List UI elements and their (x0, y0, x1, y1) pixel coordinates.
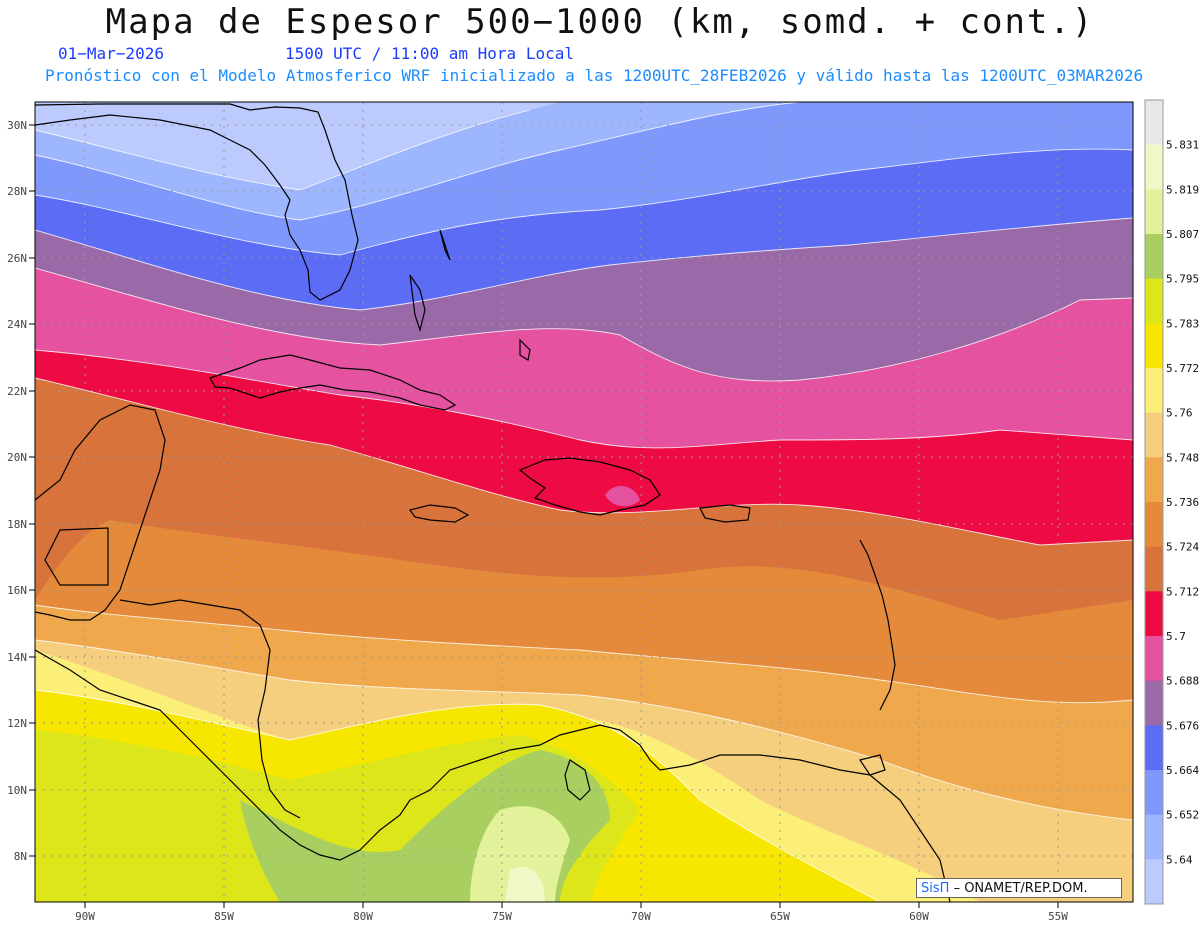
lake-maracaibo (564, 759, 591, 801)
band-hispaniola-high (605, 485, 640, 507)
colorbar-label: 5.7 (1166, 630, 1186, 643)
band-5831 (505, 866, 545, 902)
colorbar-label: 5.819 (1166, 183, 1199, 196)
colorbar-label: 5.724 (1166, 541, 1199, 554)
colorbar-swatch (1145, 234, 1163, 280)
coastlines (35, 103, 951, 902)
date-label: 01−Mar−2026 (58, 44, 164, 63)
credit-text: – ONAMET/REP.DOM. (953, 881, 1088, 896)
colorbar-border (1144, 99, 1164, 905)
lat-label: 14N (7, 651, 27, 664)
time-label: 1500 UTC / 11:00 am Hora Local (285, 44, 574, 63)
colorbar-label: 5.748 (1166, 451, 1199, 464)
colorbar-swatch (1145, 100, 1163, 146)
bahamas-2 (439, 229, 451, 261)
lat-label: 18N (7, 518, 27, 531)
lat-label: 8N (14, 850, 27, 863)
lat-label: 30N (7, 119, 27, 132)
lon-label: 65W (770, 910, 790, 923)
colorbar-swatch (1145, 323, 1163, 369)
belize-box (44, 527, 109, 586)
colorbar-label: 5.795 (1166, 273, 1199, 286)
lat-label: 22N (7, 385, 27, 398)
colorbar-swatch (1145, 770, 1163, 816)
lat-label: 12N (7, 717, 27, 730)
colorbar-swatch (1145, 546, 1163, 592)
band-5819 (470, 806, 570, 902)
lat-label: 28N (7, 185, 27, 198)
axis-ticks (29, 124, 1059, 908)
map-border (34, 101, 1134, 903)
colorbar-label: 5.772 (1166, 362, 1199, 375)
credit-box: SisΠ – ONAMET/REP.DOM. (916, 878, 1122, 898)
colorbar-swatch (1145, 278, 1163, 324)
colorbar-label: 5.76 (1166, 407, 1193, 420)
colorbar-swatch (1145, 591, 1163, 637)
forecast-info: Pronóstico con el Modelo Atmosferico WRF… (45, 66, 1144, 85)
lat-label: 24N (7, 318, 27, 331)
central-america-coast-east (119, 599, 301, 819)
lat-label: 26N (7, 252, 27, 265)
lon-labels: 90W 85W 80W 75W 70W 65W 60W 55W (75, 910, 1068, 923)
map-field (35, 102, 1133, 902)
cuba-coast (209, 354, 457, 411)
bahamas-1 (409, 274, 426, 333)
bahamas-3 (519, 338, 531, 361)
hispaniola-coast (518, 457, 661, 516)
colorbar-label: 5.736 (1166, 496, 1199, 509)
colorbar-swatch (1145, 412, 1163, 458)
lon-label: 60W (909, 910, 929, 923)
lon-label: 75W (492, 910, 512, 923)
lon-label: 90W (75, 910, 95, 923)
colorbar-swatch (1145, 859, 1163, 905)
colorbar-swatch (1145, 457, 1163, 503)
gridlines (35, 102, 1133, 902)
colorbar-label: 5.807 (1166, 228, 1199, 241)
puerto-rico-coast (699, 504, 751, 523)
colorbar-swatch (1145, 636, 1163, 682)
colorbar-label: 5.676 (1166, 719, 1199, 732)
lat-label: 10N (7, 784, 27, 797)
colorbar-label: 5.664 (1166, 764, 1199, 777)
colorbar-swatch (1145, 725, 1163, 771)
colorbar-swatch (1145, 189, 1163, 235)
south-america-coast (409, 724, 951, 902)
trinidad (859, 754, 886, 776)
map-title: Mapa de Espesor 500−1000 (km, somd. + co… (105, 2, 1095, 42)
lat-labels: 30N 28N 26N 24N 22N 20N 18N 16N 14N 12N … (7, 119, 27, 863)
colorbar-swatch (1145, 814, 1163, 860)
colorbar-swatch (1145, 144, 1163, 190)
central-america-coast (35, 649, 411, 861)
colorbar-label: 5.652 (1166, 809, 1199, 822)
colorbar-label: 5.783 (1166, 317, 1199, 330)
yucatan-coast (35, 404, 166, 621)
contour-lines (35, 102, 1133, 902)
colorbar-swatch (1145, 368, 1163, 414)
colorbar-swatch (1145, 680, 1163, 726)
lon-label: 55W (1048, 910, 1068, 923)
colorbar: 5.831 5.819 5.807 5.795 5.783 5.772 5.76 5.748 5… (1144, 99, 1199, 905)
colorbar-swatch (1145, 502, 1163, 548)
lat-label: 20N (7, 451, 27, 464)
lesser-antilles (859, 539, 896, 711)
florida-coast (35, 103, 359, 301)
colorbar-label: 5.712 (1166, 585, 1199, 598)
colorbar-label: 5.831 (1166, 139, 1199, 152)
lon-label: 70W (631, 910, 651, 923)
lon-label: 85W (214, 910, 234, 923)
sis-logo: SisΠ (921, 881, 950, 896)
lon-label: 80W (353, 910, 373, 923)
jamaica-coast (408, 504, 470, 523)
lat-label: 16N (7, 584, 27, 597)
colorbar-label: 5.688 (1166, 675, 1199, 688)
colorbar-label: 5.64 (1166, 853, 1193, 866)
